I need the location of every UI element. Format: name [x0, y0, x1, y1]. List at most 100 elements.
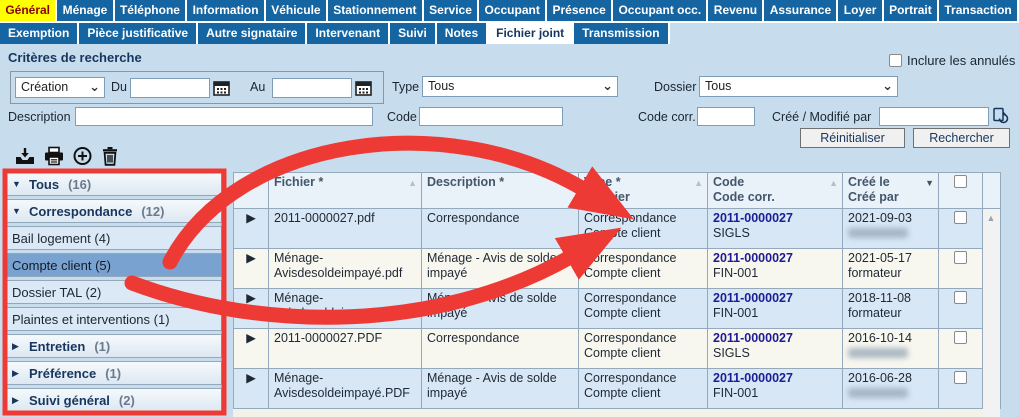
row-expand-button[interactable]: ▶: [233, 288, 269, 329]
expand-arrow-icon: ▶: [12, 367, 19, 378]
column-header-line1: Fichier *: [274, 175, 324, 189]
table-row[interactable]: ▶ Ménage-Avisdesoldeimpayé.pdf Ménage - Av…: [233, 248, 1001, 289]
tab-exemption[interactable]: Exemption: [0, 23, 80, 44]
row-expand-button[interactable]: ▶: [233, 208, 269, 249]
row-checkbox[interactable]: [954, 331, 967, 344]
tab-portrait[interactable]: Portrait: [883, 0, 940, 21]
dossier-select[interactable]: Tous ⌄: [699, 76, 898, 97]
sidebar-item-count: (1): [94, 338, 111, 354]
include-cancelled-checkbox[interactable]: [889, 54, 902, 67]
sidebar-item-compte-client-5-[interactable]: Compte client (5): [6, 253, 222, 277]
calendar-icon[interactable]: [355, 80, 372, 96]
cell-fichier: Ménage-Avisdesoldeimpayé.pdf: [268, 248, 422, 289]
select-all-checkbox[interactable]: [954, 175, 967, 188]
sidebar-item-suivi-g-n-ral[interactable]: ▶ Suivi général (2): [6, 388, 222, 412]
tab-pi-ce-justificative[interactable]: Pièce justificative: [79, 23, 199, 44]
cell-description: Correspondance: [421, 208, 579, 249]
column-header-type-[interactable]: Type * Dossier ▲: [578, 172, 708, 209]
cree-par-redacted: [848, 388, 908, 398]
tab-revenu[interactable]: Revenu: [708, 0, 765, 21]
dossier-value: Compte client: [584, 306, 661, 320]
sidebar-item-pr-f-rence[interactable]: ▶ Préférence (1): [6, 361, 222, 385]
tab-intervenant[interactable]: Intervenant: [307, 23, 391, 44]
row-checkbox[interactable]: [954, 371, 967, 384]
column-header-description-[interactable]: Description * ▲: [421, 172, 579, 209]
column-header-cr-le[interactable]: Créé le Créé par ▼: [842, 172, 939, 209]
calendar-icon[interactable]: [213, 80, 230, 96]
tab-information[interactable]: Information: [187, 0, 266, 21]
tab-assurance[interactable]: Assurance: [764, 0, 839, 21]
search-criteria-title: Critères de recherche: [8, 50, 142, 65]
row-expand-button[interactable]: ▶: [233, 248, 269, 289]
sidebar-item-dossier-tal-2-[interactable]: Dossier TAL (2): [6, 280, 222, 304]
tab-m-nage[interactable]: Ménage: [57, 0, 115, 21]
reset-button[interactable]: Réinitialiser: [800, 128, 905, 148]
row-checkbox[interactable]: [954, 211, 967, 224]
cell-cree: 2016-10-14: [842, 328, 939, 369]
tab-stationnement[interactable]: Stationnement: [327, 0, 424, 21]
tab-occupant-occ-[interactable]: Occupant occ.: [613, 0, 709, 21]
cell-select: [938, 288, 983, 329]
description-input[interactable]: [75, 107, 373, 126]
type-select[interactable]: Tous ⌄: [422, 76, 618, 97]
sort-asc-icon: ▲: [565, 178, 574, 188]
code-value: 2011-0000027: [713, 331, 793, 345]
sidebar-item-entretien[interactable]: ▶ Entretien (1): [6, 334, 222, 358]
row-expand-button[interactable]: ▶: [233, 328, 269, 369]
expand-arrow-icon: ▶: [12, 340, 19, 351]
chevron-down-icon: ⌄: [602, 78, 613, 93]
row-checkbox[interactable]: [954, 251, 967, 264]
code-corr-input[interactable]: [697, 107, 755, 126]
print-icon[interactable]: [43, 146, 65, 166]
table-row[interactable]: ▶ Ménage-Avisdesoldeimpayé.PDF Ménage - Av…: [233, 368, 1001, 409]
cell-cree: 2021-09-03: [842, 208, 939, 249]
table-scrollbar[interactable]: ▲: [983, 209, 999, 417]
tab-v-hicule[interactable]: Véhicule: [265, 0, 328, 21]
tab-service[interactable]: Service: [423, 0, 480, 21]
tab-suivi[interactable]: Suivi: [390, 23, 437, 44]
tab-loyer[interactable]: Loyer: [838, 0, 884, 21]
period-type-select[interactable]: Création ⌄: [15, 77, 105, 98]
import-icon[interactable]: [14, 146, 36, 166]
code-corr-value: FIN-001: [713, 266, 759, 280]
tab-occupant[interactable]: Occupant: [479, 0, 548, 21]
scrollbar-up-button[interactable]: ▲: [986, 213, 996, 223]
sidebar-item-tous[interactable]: ▼ Tous (16): [6, 172, 222, 196]
tab-pr-sence[interactable]: Présence: [547, 0, 614, 21]
cree-le-value: 2016-10-14: [848, 331, 912, 345]
column-header-fichier-[interactable]: Fichier * ▲: [268, 172, 422, 209]
date-from-input[interactable]: [130, 78, 210, 98]
tab-autre-signataire[interactable]: Autre signataire: [198, 23, 308, 44]
sidebar-item-bail-logement-4-[interactable]: Bail logement (4): [6, 226, 222, 250]
sidebar-item-plaintes-et-interventions-1-[interactable]: Plaintes et interventions (1): [6, 307, 222, 331]
table-row[interactable]: ▶ Ménage-Avisdesoldeimpayé.pdf Ménage - Av…: [233, 288, 1001, 329]
table-row[interactable]: ▶ 2011-0000027.PDF Correspondance Correspon…: [233, 328, 1001, 369]
cree-par-value: formateur: [848, 306, 902, 320]
code-value: 2011-0000027: [713, 371, 793, 385]
cree-le-value: 2018-11-08: [848, 291, 912, 305]
tab-fichier-joint[interactable]: Fichier joint: [488, 23, 575, 44]
tab-g-n-ral[interactable]: Général: [0, 0, 58, 21]
cree-le-value: 2016-06-28: [848, 371, 912, 385]
tab-notes[interactable]: Notes: [436, 23, 489, 44]
refresh-lookup-icon[interactable]: [992, 107, 1009, 124]
date-to-input[interactable]: [272, 78, 352, 98]
row-checkbox[interactable]: [954, 291, 967, 304]
cell-type-dossier: Correspondance Compte client: [578, 208, 708, 249]
cell-cree: 2016-06-28: [842, 368, 939, 409]
code-value: 2011-0000027: [713, 291, 793, 305]
code-input[interactable]: [419, 107, 563, 126]
add-circle-icon[interactable]: [72, 146, 93, 166]
search-button[interactable]: Rechercher: [913, 128, 1010, 148]
column-header-code[interactable]: Code Code corr. ▲: [707, 172, 843, 209]
trash-icon[interactable]: [100, 146, 120, 166]
sidebar-item-label: Entretien: [29, 338, 86, 354]
row-expand-button[interactable]: ▶: [233, 368, 269, 409]
created-modified-input[interactable]: [879, 107, 989, 126]
tab-t-l-phone[interactable]: Téléphone: [114, 0, 188, 21]
tab-transaction[interactable]: Transaction: [939, 0, 1019, 21]
tab-transmission[interactable]: Transmission: [574, 23, 670, 44]
table-row[interactable]: ▶ 2011-0000027.pdf Correspondance Correspon…: [233, 208, 1001, 249]
sidebar-item-correspondance[interactable]: ▼ Correspondance (12): [6, 199, 222, 223]
